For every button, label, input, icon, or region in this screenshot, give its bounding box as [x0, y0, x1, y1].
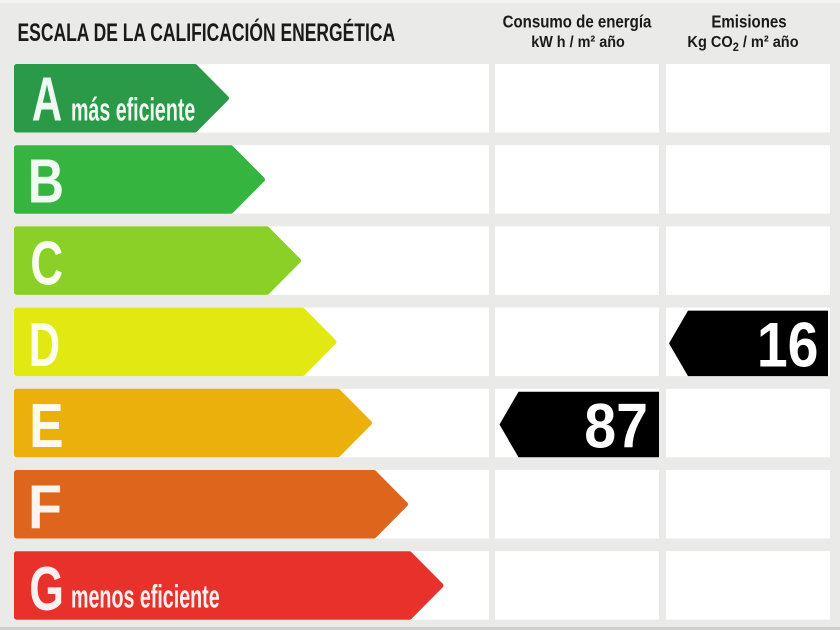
svg-text:A: A	[32, 66, 62, 135]
svg-text:F: F	[28, 473, 62, 541]
svg-text:B: B	[28, 147, 64, 216]
svg-text:E: E	[29, 391, 63, 461]
svg-text:87: 87	[584, 390, 648, 461]
svg-text:menos eficiente: menos eficiente	[71, 579, 220, 615]
svg-text:Kg CO2 / m² año: Kg CO2 / m² año	[687, 33, 798, 54]
svg-text:C: C	[30, 229, 63, 299]
svg-text:kW h / m² año: kW h / m² año	[531, 33, 625, 51]
svg-text:D: D	[29, 312, 60, 380]
svg-text:más eficiente: más eficiente	[71, 92, 195, 128]
svg-text:Emisiones: Emisiones	[711, 12, 786, 31]
svg-text:16: 16	[757, 309, 819, 380]
svg-text:ESCALA DE LA CALIFICACIÓN ENER: ESCALA DE LA CALIFICACIÓN ENERGÉTICA	[18, 18, 396, 47]
svg-text:G: G	[29, 555, 64, 624]
svg-text:Consumo de energía: Consumo de energía	[503, 12, 653, 31]
